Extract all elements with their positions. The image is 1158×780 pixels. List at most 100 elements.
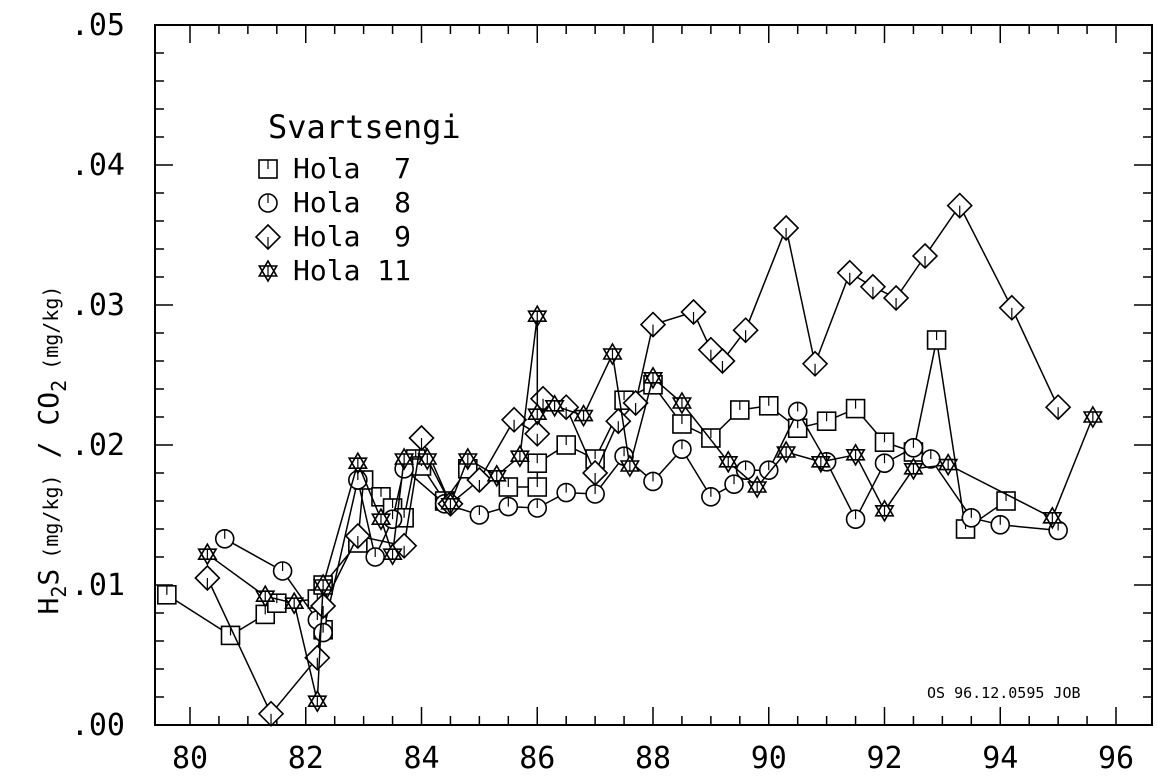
legend-label: Hola 11 (293, 254, 411, 287)
series-1 (157, 330, 1016, 646)
data-point-diamond (836, 259, 863, 286)
data-point-star (347, 451, 368, 475)
data-point-diamond (680, 298, 707, 326)
y-tick-label: .02 (71, 428, 125, 463)
y-tick-label: .00 (71, 708, 125, 743)
data-point-circle (498, 496, 519, 517)
data-point-diamond (622, 389, 649, 417)
data-point-star (457, 447, 478, 471)
data-point-circle (527, 498, 548, 518)
data-point-diamond (882, 284, 910, 312)
data-point-star (874, 499, 895, 523)
data-point-circle (990, 514, 1011, 535)
axis-ticks (155, 24, 1152, 726)
data-point-star (810, 450, 831, 474)
data-point-star (544, 394, 565, 418)
data-point-circle (313, 622, 333, 643)
data-point-star (527, 304, 548, 328)
data-point-diamond (946, 192, 973, 219)
legend-marker-circle (258, 193, 278, 213)
axis-tick-labels: 80 82 84 86 88 90 92 94 96 .00 .01 .02 .03 .04 .05 (71, 8, 1134, 776)
ylabel-co: CO (32, 392, 65, 426)
data-point-diamond (772, 214, 800, 242)
y-tick-label: .03 (71, 288, 125, 323)
x-tick-label: 90 (751, 741, 787, 776)
data-point-circle (556, 482, 576, 503)
data-point-circle (701, 486, 721, 507)
legend-label: Hola 8 (293, 186, 411, 219)
series-4 (197, 304, 1103, 713)
series-line (224, 409, 1059, 635)
data-point-diamond (801, 350, 829, 377)
data-point-square (758, 395, 779, 416)
legend-title: Svartsengi (268, 108, 461, 146)
data-point-circle (272, 561, 293, 581)
svg-text:H2S(mg/kg)/CO2(mg/kg): H2S(mg/kg)/CO2(mg/kg) (32, 286, 71, 615)
data-point-circle (903, 437, 924, 458)
data-point-diamond (304, 644, 331, 671)
data-point-star (527, 402, 548, 426)
data-point-square (816, 411, 837, 432)
data-point-circle (585, 484, 605, 504)
ylabel-h: H (32, 598, 65, 615)
x-tick-label: 92 (866, 741, 902, 776)
x-tick-label: 88 (635, 741, 671, 776)
data-point-star (509, 444, 530, 468)
data-point-circle (724, 474, 744, 495)
data-point-square (672, 414, 692, 434)
y-tick-label: .04 (71, 148, 125, 183)
data-point-diamond (859, 273, 887, 300)
legend-marker-square (258, 159, 278, 179)
data-point-star (642, 366, 664, 390)
legend-label: Hola 7 (293, 152, 411, 185)
data-point-square (527, 453, 548, 474)
data-point-diamond (581, 459, 609, 487)
ylabel-slash: / (32, 442, 65, 459)
data-point-square (157, 584, 177, 605)
data-point-star (440, 492, 461, 516)
data-point-circle (874, 453, 895, 474)
data-point-star (486, 464, 507, 488)
data-point-diamond (500, 406, 528, 433)
data-point-diamond (524, 420, 551, 447)
data-point-square (845, 398, 866, 419)
data-point-circle (643, 471, 663, 492)
data-point-square (926, 330, 947, 350)
y-tick-label: .05 (71, 8, 125, 43)
data-point-circle (365, 547, 386, 567)
x-tick-label: 84 (403, 741, 439, 776)
legend-label: Hola 9 (293, 220, 411, 253)
data-point-circle (961, 507, 982, 528)
data-point-star (394, 447, 415, 471)
legend-marker-star (257, 259, 279, 283)
legend-marker-diamond (254, 223, 282, 251)
x-tick-label: 94 (982, 741, 1018, 776)
series-layer (157, 192, 1103, 727)
data-point-diamond (732, 317, 759, 344)
annotation-stamp: OS 96.12.0595 JOB (927, 684, 1081, 702)
series-3 (194, 192, 1072, 727)
data-point-star (1082, 405, 1103, 429)
data-point-diamond (391, 532, 418, 559)
data-point-star (776, 440, 797, 464)
y-axis-label: H2S(mg/kg)/CO2(mg/kg) (32, 286, 71, 615)
data-point-star (938, 453, 959, 477)
x-tick-label: 82 (288, 741, 324, 776)
data-point-diamond (257, 700, 285, 727)
series-2 (214, 401, 1068, 643)
data-point-star (307, 689, 328, 713)
data-point-star (602, 342, 623, 366)
data-point-star (718, 450, 739, 474)
data-point-star (671, 391, 693, 415)
data-point-circle (469, 505, 490, 525)
ylabel-unit2: (mg/kg) (39, 286, 63, 370)
data-point-square (527, 477, 548, 497)
data-point-star (903, 457, 924, 481)
data-point-square (730, 400, 750, 420)
data-point-circle (672, 439, 692, 460)
data-point-star (284, 591, 305, 615)
ylabel-unit1: (mg/kg) (39, 474, 63, 558)
